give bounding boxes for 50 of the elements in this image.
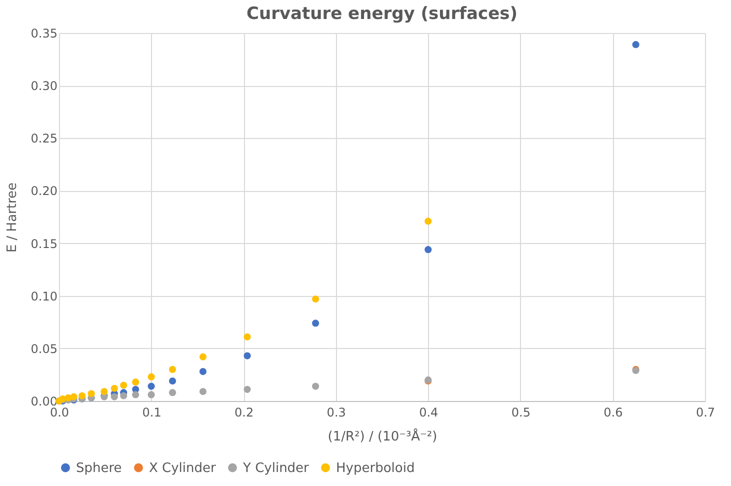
x-tick-label: 0.6 (604, 406, 623, 420)
point (168, 366, 176, 373)
point (78, 392, 86, 400)
x-axis-title: (1/R²) / (10⁻³Å⁻²) (328, 428, 438, 444)
point (244, 333, 251, 340)
legend-label: Hyperboloid (336, 460, 415, 476)
point (100, 388, 108, 396)
point (110, 384, 118, 392)
point (199, 353, 206, 360)
x-tick-label: 0.0 (50, 406, 70, 420)
point (132, 378, 140, 386)
point (244, 386, 251, 393)
legend-label: Y Cylinder (242, 460, 310, 476)
y-axis-title: E / Hartree (4, 182, 20, 253)
y-tick-label: 0.00 (30, 394, 58, 408)
point (199, 368, 206, 376)
y-tick-label: 0.05 (30, 342, 58, 356)
point (88, 390, 95, 398)
point (168, 389, 176, 396)
y-tick-label: 0.35 (30, 26, 58, 40)
y-tick-label: 0.25 (30, 132, 58, 146)
y-tick-label: 0.20 (30, 184, 58, 198)
x-tick-label: 0.2 (234, 406, 254, 420)
point (312, 320, 320, 327)
point (132, 391, 140, 398)
point (148, 391, 155, 398)
point (120, 382, 128, 389)
legend-label: Sphere (76, 460, 122, 476)
x-tick-label: 0.4 (419, 406, 438, 420)
x-tick-label: 0.7 (696, 406, 716, 420)
x-tick-label: 0.5 (511, 406, 530, 420)
point (312, 382, 320, 390)
chart-title: Curvature energy (surfaces) (246, 4, 518, 24)
point (110, 393, 118, 400)
x-tick-label: 0.3 (326, 406, 346, 420)
y-tick-label: 0.10 (30, 289, 58, 304)
point (424, 246, 432, 254)
point (168, 377, 176, 385)
y-tick-label: 0.30 (30, 79, 58, 94)
x-tick-label: 0.1 (142, 406, 162, 420)
point (148, 373, 155, 380)
point (244, 352, 251, 360)
point (424, 218, 432, 225)
point (312, 295, 320, 303)
point (199, 388, 206, 396)
point (120, 392, 128, 400)
point (148, 382, 155, 390)
y-tick-label: 0.15 (30, 236, 58, 251)
legend-label: X Cylinder (149, 460, 217, 476)
point (632, 41, 640, 48)
